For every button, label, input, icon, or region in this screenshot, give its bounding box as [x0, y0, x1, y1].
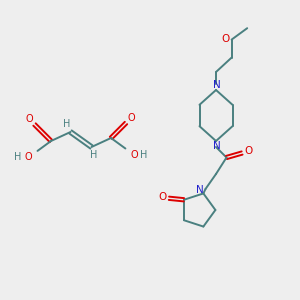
Text: N: N	[213, 141, 220, 152]
Text: N: N	[196, 185, 204, 195]
Text: O: O	[158, 192, 166, 202]
Text: H: H	[90, 150, 97, 161]
Text: O: O	[130, 150, 138, 160]
Text: N: N	[213, 80, 220, 90]
Text: O: O	[221, 34, 229, 44]
Text: O: O	[24, 152, 32, 162]
Text: H: H	[14, 152, 22, 162]
Text: O: O	[26, 114, 33, 124]
Text: H: H	[140, 150, 148, 160]
Text: H: H	[63, 118, 70, 129]
Text: O: O	[244, 146, 253, 157]
Text: O: O	[127, 113, 135, 123]
